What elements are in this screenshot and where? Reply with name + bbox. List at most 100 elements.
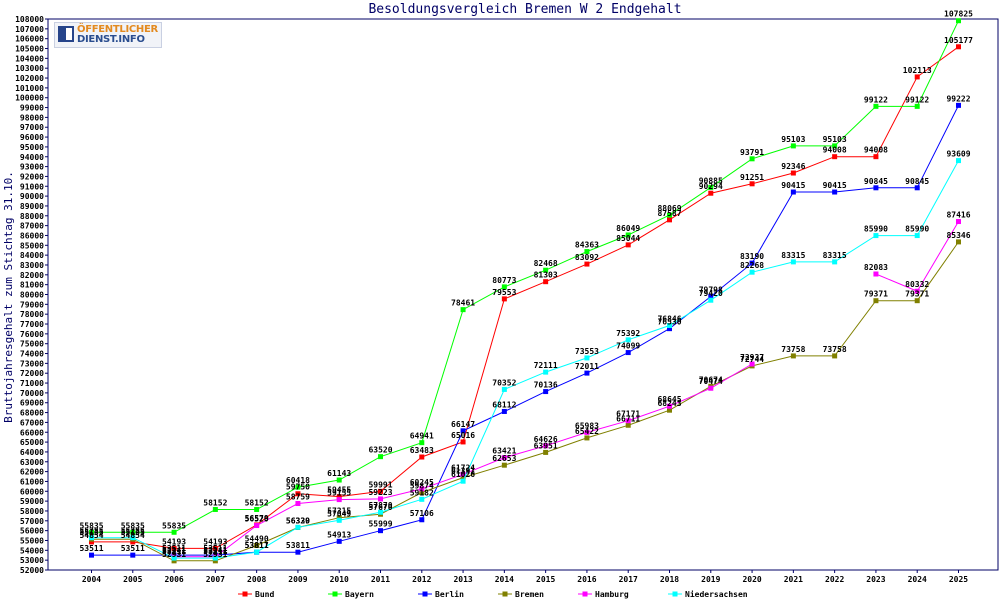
logo-text-line2: DIENST.INFO (77, 34, 145, 45)
data-point-bund (914, 74, 920, 80)
y-tick-label: 104000 (15, 54, 44, 63)
series-line-hamburg (174, 363, 753, 558)
data-point-niedersachsen (254, 549, 260, 555)
data-label-berlin: 53511 (121, 544, 145, 553)
data-point-berlin (419, 517, 425, 523)
data-label-bayern: 93791 (740, 148, 764, 157)
data-label-niedersachsen: 53211 (203, 547, 227, 556)
data-label-bayern: 63520 (368, 446, 392, 455)
data-label-berlin: 79798 (699, 285, 723, 294)
x-tick-label: 2006 (164, 575, 183, 584)
data-point-berlin (460, 428, 466, 434)
data-point-berlin (295, 549, 301, 555)
data-label-berlin: 70136 (534, 381, 558, 390)
data-label-hamburg: 59155 (327, 489, 351, 498)
y-tick-label: 88000 (20, 212, 44, 221)
data-label-berlin: 74099 (616, 342, 640, 351)
y-tick-label: 75000 (20, 340, 44, 349)
data-point-bayern (336, 477, 342, 483)
data-label-berlin: 90415 (781, 181, 805, 190)
y-axis-label: Bruttojahresgehalt zum Stichtag 31.10. (2, 171, 15, 423)
data-point-niedersachsen (171, 555, 177, 561)
data-point-bremen (790, 353, 796, 359)
legend-label-berlin: Berlin (435, 589, 464, 599)
data-label-berlin: 90845 (905, 177, 929, 186)
data-point-bayern (667, 212, 672, 218)
y-tick-label: 74000 (20, 350, 44, 359)
data-label-bremen: 79371 (864, 290, 888, 299)
data-label-bremen: 56320 (286, 516, 310, 525)
y-tick-label: 70000 (20, 389, 44, 398)
data-label-bremen: 85346 (946, 231, 970, 240)
data-point-hamburg (667, 403, 672, 409)
y-tick-label: 83000 (20, 261, 44, 270)
data-point-bayern (832, 143, 838, 149)
x-tick-label: 2013 (453, 575, 472, 584)
data-point-bayern (914, 103, 920, 109)
x-tick-label: 2021 (784, 575, 803, 584)
data-label-bund: 94008 (823, 146, 847, 155)
data-label-niedersachsen: 75392 (616, 329, 640, 338)
data-point-bremen (914, 298, 920, 304)
data-label-bayern: 82468 (534, 259, 558, 268)
data-label-bayern: 99122 (864, 95, 888, 104)
data-label-hamburg: 58759 (286, 492, 310, 501)
data-point-bayern (708, 184, 714, 190)
data-point-bund (171, 545, 177, 551)
data-point-bremen (584, 435, 590, 441)
y-tick-label: 89000 (20, 202, 44, 211)
data-point-niedersachsen (460, 478, 466, 484)
data-label-bremen: 54490 (245, 535, 269, 544)
data-label-bund: 85044 (616, 234, 640, 243)
data-point-bund (501, 296, 507, 302)
data-label-bremen: 55135 (79, 528, 103, 537)
data-point-bund (336, 494, 342, 500)
data-label-berlin: 53811 (245, 541, 269, 550)
data-point-bayern (89, 529, 94, 535)
data-point-berlin (625, 350, 631, 356)
data-point-bund (873, 154, 879, 160)
chart-title: Besoldungsvergleich Bremen W 2 Endgehalt (368, 2, 681, 17)
data-label-hamburg: 53341 (203, 546, 227, 555)
data-label-bremen: 52931 (203, 550, 227, 559)
data-point-bremen (956, 239, 961, 245)
data-label-hamburg: 67171 (616, 410, 640, 419)
data-point-berlin (873, 185, 879, 191)
data-label-bund: 87587 (657, 209, 681, 218)
x-tick-label: 2020 (742, 575, 761, 584)
y-tick-label: 93000 (20, 163, 44, 172)
y-tick-label: 73000 (20, 359, 44, 368)
x-tick-label: 2009 (288, 575, 307, 584)
series-line-bund (91, 46, 959, 549)
legend-marker-bund (242, 591, 248, 597)
data-label-berlin: 57106 (410, 509, 434, 518)
data-label-group: 54854 54854 54193 54193 56579 59750 59455 59991… (79, 10, 973, 559)
y-tick-label: 60000 (20, 487, 44, 496)
data-label-niedersachsen: 70352 (492, 378, 516, 387)
y-tick-label: 58000 (20, 507, 44, 516)
data-point-bremen (832, 353, 838, 359)
data-point-berlin (667, 326, 672, 332)
data-point-hamburg (708, 385, 714, 391)
data-label-berlin: 55999 (368, 520, 392, 529)
legend-label-niedersachsen: Niedersachsen (685, 589, 748, 599)
data-label-bremen: 70674 (699, 375, 723, 384)
data-label-bund: 59991 (368, 480, 392, 489)
data-label-bremen: 57670 (368, 503, 392, 512)
data-label-hamburg: 63421 (492, 447, 516, 456)
data-label-bremen: 52931 (162, 550, 186, 559)
legend-marker-bremen (502, 591, 508, 597)
data-point-berlin (584, 370, 590, 376)
legend-label-bayern: Bayern (345, 590, 374, 599)
data-label-niedersachsen: 55285 (121, 527, 145, 536)
y-tick-label: 85000 (20, 241, 44, 250)
data-label-bund: 59750 (286, 483, 310, 492)
data-point-bayern (295, 484, 301, 490)
data-label-berlin: 68112 (492, 400, 516, 409)
data-point-hamburg (460, 471, 466, 477)
data-label-bund: 105177 (944, 36, 973, 45)
data-point-bayern (419, 440, 425, 446)
data-label-hamburg: 80332 (905, 280, 929, 289)
data-label-hamburg: 64626 (534, 435, 558, 444)
data-label-bayern: 90885 (699, 176, 723, 185)
